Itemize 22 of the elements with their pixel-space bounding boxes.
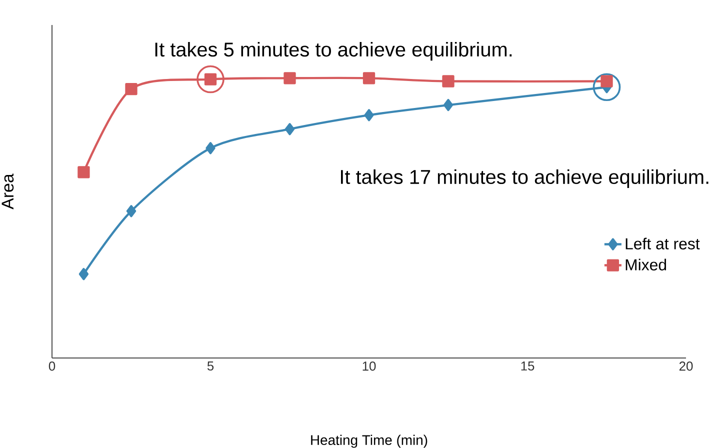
annotation: It takes 5 minutes to achieve equilibrium.: [155, 42, 512, 61]
x-axis-title: Heating Time (min): [311, 434, 428, 448]
legend-label: Mixed: [626, 258, 666, 270]
point: [442, 75, 454, 88]
point: [125, 83, 138, 96]
point: [206, 142, 216, 154]
annotation: It takes 17 minutes to achieve equilibrium.: [340, 169, 708, 188]
point: [362, 72, 376, 84]
legend-label: Left at rest: [626, 238, 700, 250]
point: [443, 98, 454, 112]
point: [284, 123, 295, 136]
point: [126, 205, 136, 218]
point: [284, 72, 296, 84]
y-axis-title: Area: [2, 174, 14, 210]
x-tick-label: 10: [362, 362, 376, 371]
x-tick-label: 15: [521, 362, 534, 371]
point: [78, 268, 89, 280]
x-tick-label: 0: [48, 362, 56, 371]
point: [78, 166, 90, 178]
point: [364, 109, 374, 122]
x-tick-label: 5: [207, 362, 214, 371]
x-tick-label: 20: [679, 362, 693, 371]
